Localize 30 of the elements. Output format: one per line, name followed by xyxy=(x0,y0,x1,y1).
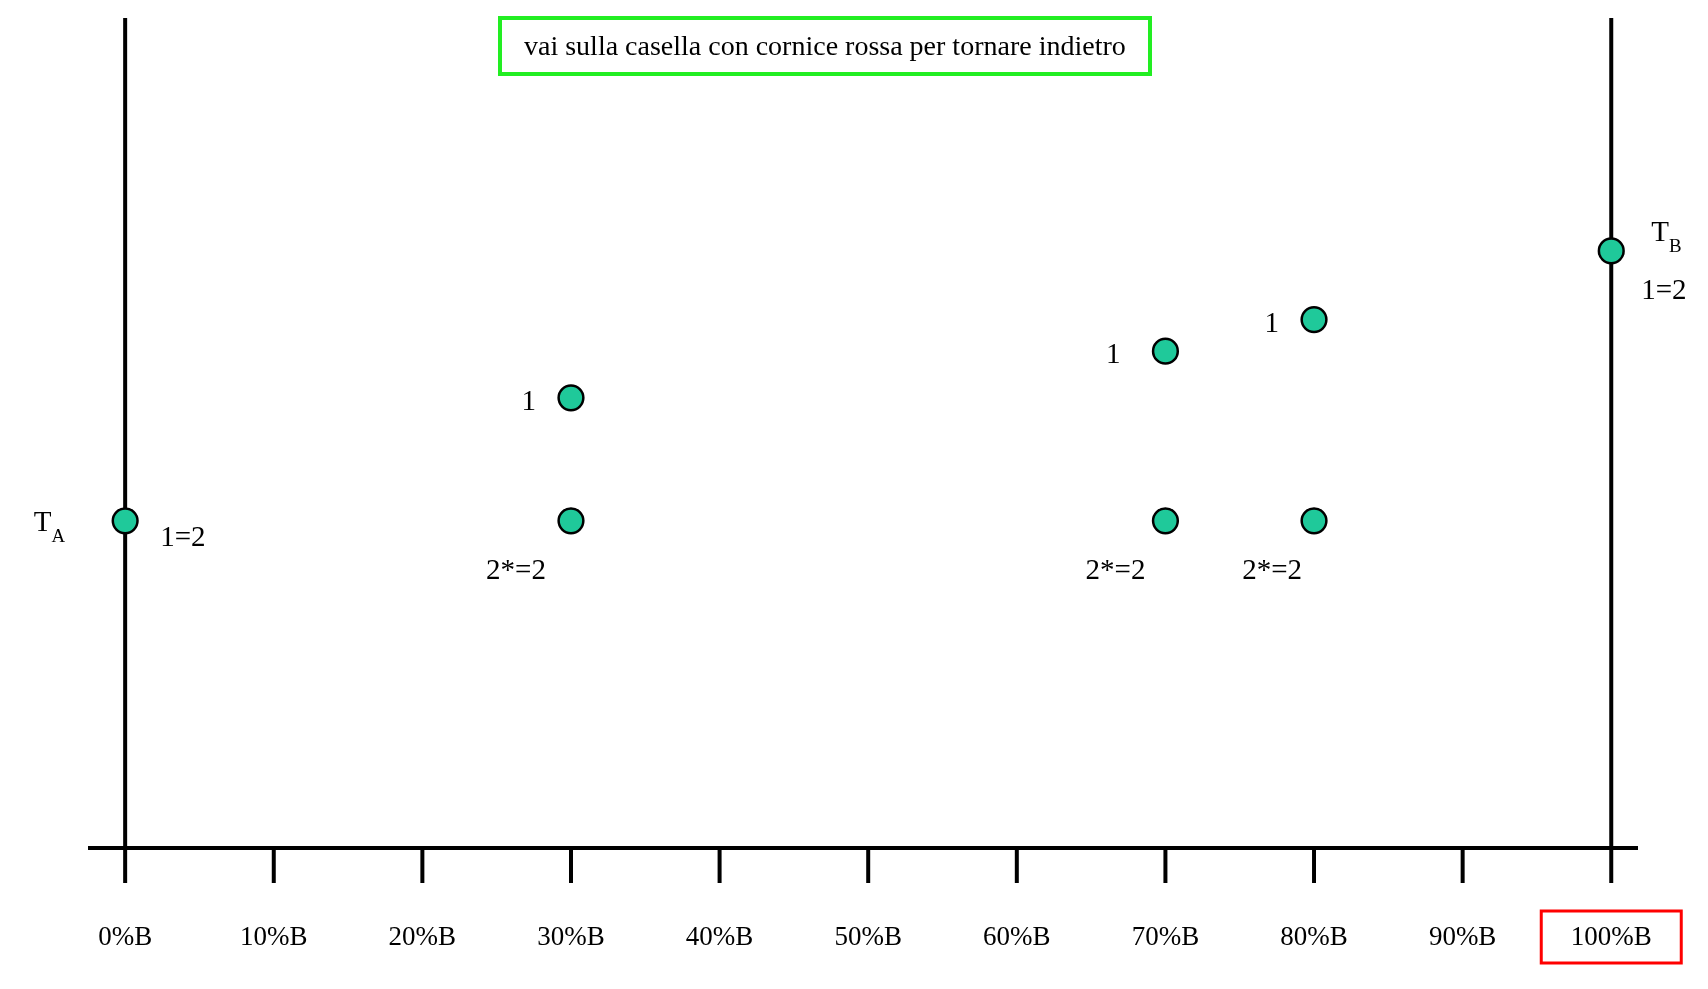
annotation: 1 xyxy=(521,383,536,416)
x-tick-label: 90%B xyxy=(1428,921,1497,951)
point xyxy=(111,507,139,535)
x-tick-label: 0%B xyxy=(98,921,153,951)
annotation: T$_{B}$ xyxy=(1651,214,1682,256)
x-tick-label: 50%B xyxy=(834,921,902,951)
x-tick-label: 70%B xyxy=(1131,921,1200,951)
x-tick-label: 60%B xyxy=(983,921,1051,951)
annotation: T$_{A}$ xyxy=(33,504,66,546)
x-tick-label: 100%B xyxy=(1570,921,1652,951)
point xyxy=(1597,237,1625,265)
annotation: 1=2 xyxy=(160,519,206,552)
point xyxy=(557,384,585,412)
point xyxy=(557,507,585,535)
annotation: 2*=2 xyxy=(1242,552,1303,585)
annotation: 1 xyxy=(1264,305,1280,338)
x-tick-label: 30%B xyxy=(537,921,605,951)
annotation: 2*=2 xyxy=(486,552,546,585)
point xyxy=(1300,305,1328,334)
point xyxy=(1300,507,1328,535)
chart-title: vai sulla casella con cornice rossa per tornare indietro xyxy=(498,16,1152,76)
annotation: 2*=2 xyxy=(1085,552,1146,585)
x-tick-label: 80%B xyxy=(1280,921,1348,951)
x-tick-label: 40%B xyxy=(685,921,754,951)
x-tick-label: 20%B xyxy=(388,921,457,951)
point xyxy=(1151,337,1180,365)
annotation: 1 xyxy=(1105,337,1121,370)
point xyxy=(1151,507,1180,535)
x-tick-label: 10%B xyxy=(240,921,308,951)
annotation: 1=2 xyxy=(1641,272,1687,305)
